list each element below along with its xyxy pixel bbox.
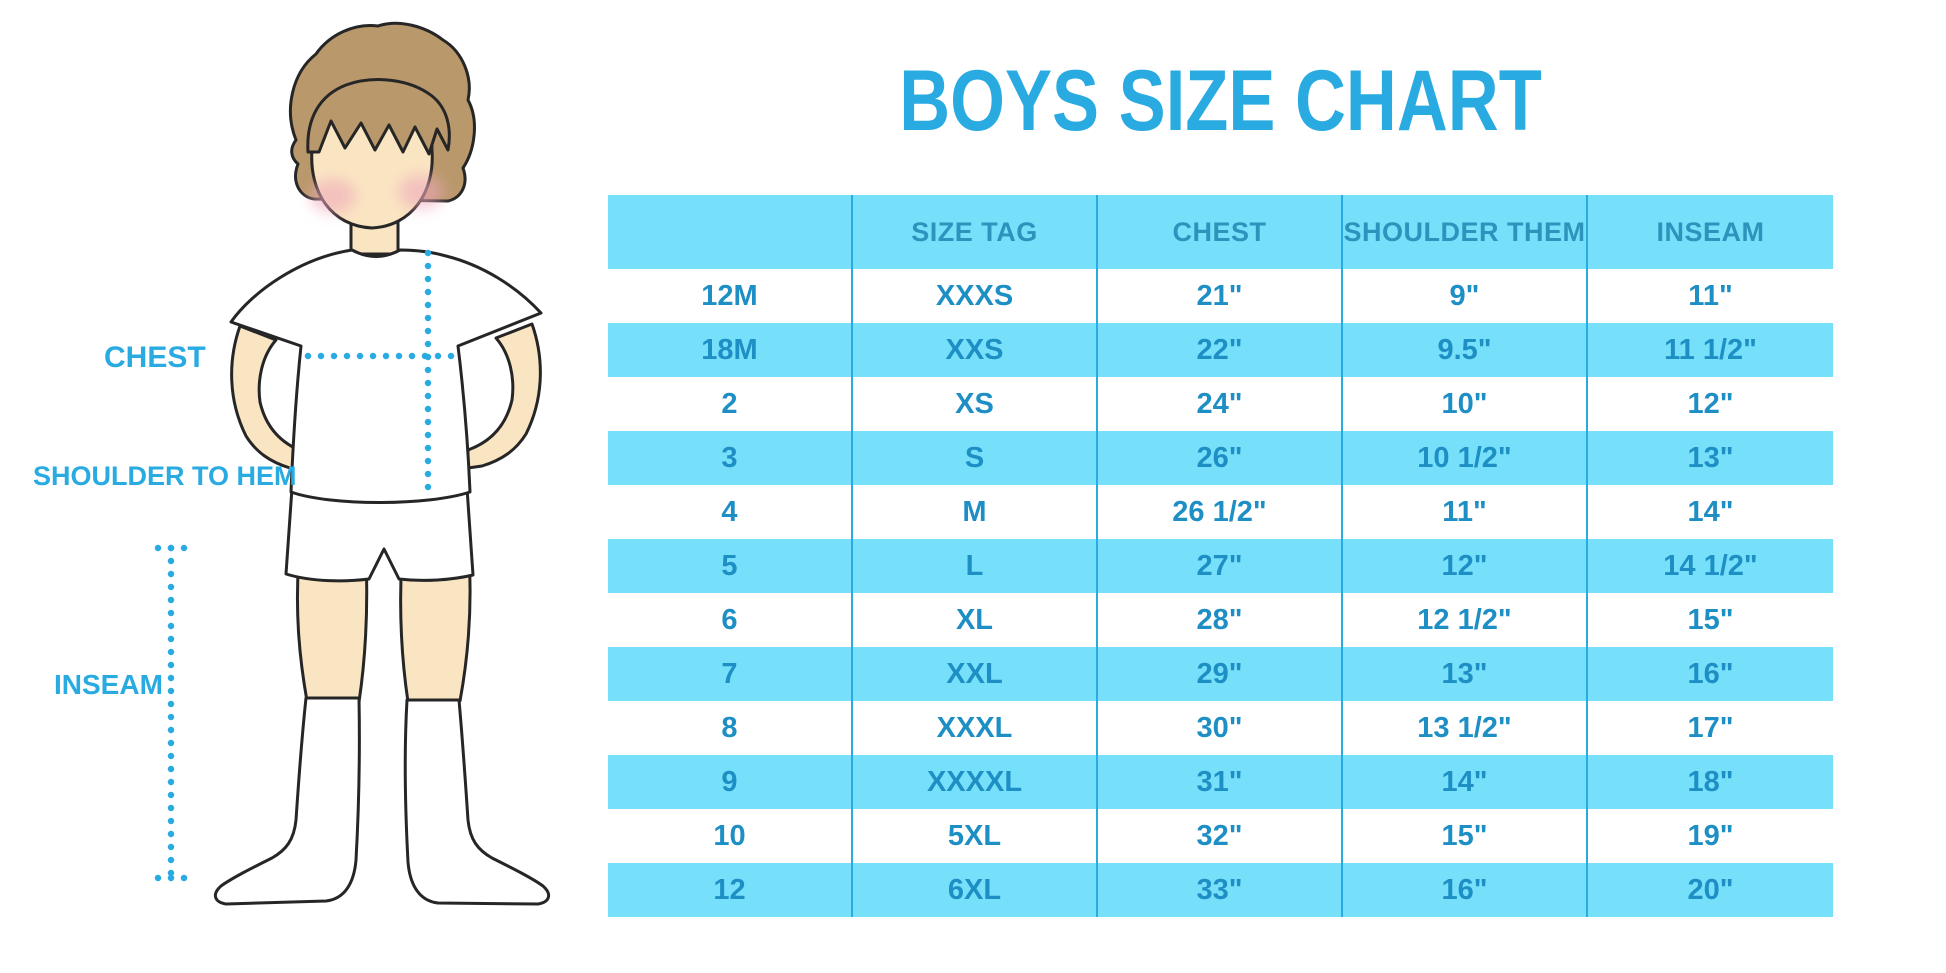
- size-cell: 2: [608, 377, 853, 431]
- size-cell: 8: [608, 701, 853, 755]
- size-cell: 12M: [608, 269, 853, 323]
- column-header-shoulder-them: SHOULDER THEM: [1343, 195, 1588, 269]
- inseam-label: INSEAM: [54, 669, 163, 700]
- value-cell: 11": [1343, 485, 1588, 539]
- value-cell: 6XL: [853, 863, 1098, 917]
- value-cell: 22": [1098, 323, 1343, 377]
- value-cell: 14": [1343, 755, 1588, 809]
- right-sock: [403, 698, 551, 906]
- table-row: 12M XXXS 21" 9" 11": [608, 269, 1833, 323]
- value-cell: XXS: [853, 323, 1098, 377]
- value-cell: XL: [853, 593, 1098, 647]
- value-cell: 11 1/2": [1664, 333, 1757, 366]
- value-cell: 13": [1343, 647, 1588, 701]
- value-cell: 33": [1098, 863, 1343, 917]
- value-cell: 14": [1687, 495, 1734, 528]
- size-cell: 5: [608, 539, 853, 593]
- value-cell: 12 1/2": [1343, 593, 1588, 647]
- size-cell: 9: [608, 755, 853, 809]
- column-header-size-tag: SIZE TAG: [853, 195, 1098, 269]
- value-cell: 16": [1687, 657, 1734, 690]
- hair-fringe: [306, 78, 451, 156]
- table-row: 6 XL 28" 12 1/2" 15": [608, 593, 1833, 647]
- value-cell: 27": [1098, 539, 1343, 593]
- table-row: 4 M 26 1/2" 11" 14": [608, 485, 1833, 539]
- boy-diagram: [154, 21, 551, 906]
- chest-label: CHEST: [104, 341, 206, 374]
- value-cell: 17": [1687, 711, 1734, 744]
- left-sock: [213, 696, 361, 906]
- value-cell: 20": [1687, 873, 1734, 906]
- value-cell: 5XL: [853, 809, 1098, 863]
- value-cell: 29": [1098, 647, 1343, 701]
- value-cell: 10": [1343, 377, 1588, 431]
- value-cell: XXXXL: [853, 755, 1098, 809]
- cheek-left: [310, 179, 356, 213]
- table-row: 10 5XL 32" 15" 19": [608, 809, 1833, 863]
- value-cell: 21": [1098, 269, 1343, 323]
- value-cell: 12": [1343, 539, 1588, 593]
- size-cell: 7: [608, 647, 853, 701]
- value-cell: 12": [1687, 387, 1734, 420]
- table-row: 5 L 27" 12" 14 1/2": [608, 539, 1833, 593]
- table-header-row: SIZE TAG CHEST SHOULDER THEM INSEAM: [608, 195, 1833, 269]
- value-cell: 16": [1343, 863, 1588, 917]
- cheek-right: [398, 175, 444, 209]
- table-row: 7 XXL 29" 13" 16": [608, 647, 1833, 701]
- size-cell: 6: [608, 593, 853, 647]
- value-cell: 11": [1688, 279, 1733, 312]
- value-cell: 24": [1098, 377, 1343, 431]
- table-row: 2 XS 24" 10" 12": [608, 377, 1833, 431]
- value-cell: 31": [1098, 755, 1343, 809]
- shorts: [284, 486, 475, 583]
- size-cell: 4: [608, 485, 853, 539]
- value-cell: 30": [1098, 701, 1343, 755]
- value-cell: 26 1/2": [1098, 485, 1343, 539]
- value-cell: 28": [1098, 593, 1343, 647]
- value-cell: 15": [1343, 809, 1588, 863]
- page-title: BOYS SIZE CHART: [899, 53, 1542, 149]
- table-row: 9 XXXXL 31" 14" 18": [608, 755, 1833, 809]
- size-cell: 10: [608, 809, 853, 863]
- value-cell: L: [853, 539, 1098, 593]
- value-cell: 32": [1098, 809, 1343, 863]
- right-arm: [466, 322, 542, 470]
- table-row: 12 6XL 33" 16" 20": [608, 863, 1833, 917]
- value-cell: 14 1/2": [1663, 549, 1758, 582]
- table-row: 3 S 26" 10 1/2" 13": [608, 431, 1833, 485]
- column-header-chest: CHEST: [1098, 195, 1343, 269]
- value-cell: 9.5": [1343, 323, 1588, 377]
- table-row: 18M XXS 22" 9.5" 11 1/2": [608, 323, 1833, 377]
- size-cell: 12: [608, 863, 853, 917]
- inseam-measure-line: [154, 544, 198, 882]
- value-cell: 15": [1687, 603, 1734, 636]
- value-cell: M: [853, 485, 1098, 539]
- value-cell: XXXS: [853, 269, 1098, 323]
- table-row: 8 XXXL 30" 13 1/2" 17": [608, 701, 1833, 755]
- value-cell: XS: [853, 377, 1098, 431]
- value-cell: 13": [1687, 441, 1734, 474]
- size-cell: 18M: [608, 323, 853, 377]
- shoulder-to-hem-label: SHOULDER TO HEM: [33, 461, 297, 491]
- value-cell: S: [853, 431, 1098, 485]
- value-cell: 9": [1343, 269, 1588, 323]
- value-cell: 26": [1098, 431, 1343, 485]
- size-table-body: 12M XXXS 21" 9" 11" 18M XXS 22" 9.5" 11 1/2" 2 XS 24…: [608, 269, 1833, 917]
- value-cell: 10 1/2": [1343, 431, 1588, 485]
- value-cell: 13 1/2": [1343, 701, 1588, 755]
- value-cell: 19": [1687, 819, 1734, 852]
- size-cell: 3: [608, 431, 853, 485]
- column-header-inseam: INSEAM: [1656, 216, 1765, 247]
- column-header-empty: [608, 195, 853, 269]
- size-table: SIZE TAG CHEST SHOULDER THEM INSEAM 12M X…: [608, 195, 1833, 917]
- value-cell: XXXL: [853, 701, 1098, 755]
- value-cell: XXL: [853, 647, 1098, 701]
- value-cell: 18": [1687, 765, 1734, 798]
